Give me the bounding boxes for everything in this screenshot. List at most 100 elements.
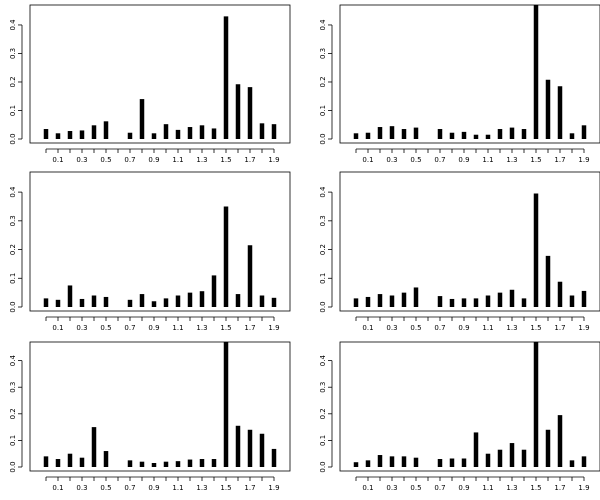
x-tick-label: 1.7 — [554, 324, 565, 332]
plot-frame — [339, 171, 600, 312]
y-tick-label: 0.1 — [319, 435, 327, 446]
x-tick-label: 1.3 — [506, 324, 517, 332]
plot-frame — [339, 341, 600, 472]
x-tick-label: 0.7 — [124, 156, 135, 164]
x-tick-label: 0.3 — [386, 156, 397, 164]
x-tick-label: 1.5 — [530, 156, 541, 164]
plot-frame — [29, 341, 291, 472]
x-tick-label: 1.1 — [482, 156, 493, 164]
x-tick-label: 0.7 — [124, 484, 135, 492]
x-tick-label: 0.9 — [148, 484, 159, 492]
plot-frame — [29, 171, 291, 312]
y-tick-label: 0.3 — [319, 382, 327, 393]
x-tick-label: 1.1 — [172, 484, 183, 492]
x-tick-label: 1.3 — [506, 156, 517, 164]
y-tick-label: 0.3 — [9, 215, 17, 226]
y-tick-label: 0.2 — [9, 76, 17, 87]
x-tick-label: 1.7 — [244, 156, 255, 164]
y-tick-label: 0.4 — [319, 19, 327, 31]
x-tick-label: 1.5 — [530, 484, 541, 492]
y-tick-label: 0.2 — [9, 408, 17, 419]
x-tick-label: 1.5 — [220, 156, 231, 164]
y-tick-label: 0.1 — [9, 105, 17, 116]
x-tick-label: 0.9 — [148, 324, 159, 332]
x-tick-label: 1.5 — [220, 324, 231, 332]
x-tick-label: 0.5 — [410, 324, 421, 332]
plot-frame — [339, 4, 600, 144]
x-tick-label: 0.3 — [76, 156, 87, 164]
x-tick-label: 0.1 — [362, 156, 373, 164]
x-tick-label: 0.3 — [386, 324, 397, 332]
y-tick-label: 0.1 — [319, 105, 327, 116]
x-tick-label: 0.5 — [410, 156, 421, 164]
y-tick-label: 0.3 — [9, 382, 17, 393]
x-tick-label: 1.7 — [554, 484, 565, 492]
x-tick-label: 1.3 — [196, 484, 207, 492]
x-tick-label: 0.9 — [148, 156, 159, 164]
x-tick-label: 1.5 — [530, 324, 541, 332]
y-tick-label: 0.1 — [9, 435, 17, 446]
x-tick-label: 1.5 — [220, 484, 231, 492]
x-tick-label: 0.7 — [434, 484, 445, 492]
x-tick-label: 0.1 — [362, 484, 373, 492]
x-tick-label: 0.9 — [458, 484, 469, 492]
y-tick-label: 0.2 — [319, 76, 327, 87]
y-tick-label: 0.0 — [9, 133, 17, 144]
x-tick-label: 0.1 — [52, 156, 63, 164]
y-tick-label: 0.3 — [319, 215, 327, 226]
x-tick-label: 0.3 — [386, 484, 397, 492]
x-tick-label: 0.3 — [76, 324, 87, 332]
x-tick-label: 0.3 — [76, 484, 87, 492]
y-tick-label: 0.3 — [9, 48, 17, 59]
y-tick-label: 0.4 — [9, 186, 17, 198]
y-tick-label: 0.2 — [9, 244, 17, 255]
x-tick-label: 1.9 — [268, 156, 279, 164]
x-tick-label: 0.1 — [52, 324, 63, 332]
x-tick-label: 0.7 — [124, 324, 135, 332]
y-tick-label: 0.0 — [319, 301, 327, 312]
y-tick-label: 0.3 — [319, 48, 327, 59]
x-tick-label: 1.9 — [578, 156, 589, 164]
x-tick-label: 1.3 — [506, 484, 517, 492]
y-tick-label: 0.2 — [319, 408, 327, 419]
y-tick-label: 0.0 — [9, 461, 17, 472]
x-tick-label: 1.1 — [172, 324, 183, 332]
x-tick-label: 1.7 — [244, 324, 255, 332]
x-tick-label: 0.5 — [410, 484, 421, 492]
y-tick-label: 0.0 — [9, 301, 17, 312]
x-tick-label: 1.7 — [244, 484, 255, 492]
y-tick-label: 0.1 — [9, 273, 17, 284]
y-tick-label: 0.4 — [9, 355, 17, 367]
x-tick-label: 1.3 — [196, 324, 207, 332]
x-tick-label: 0.5 — [100, 324, 111, 332]
y-tick-label: 0.4 — [319, 355, 327, 367]
x-tick-label: 1.9 — [268, 324, 279, 332]
y-tick-label: 0.4 — [319, 186, 327, 198]
plot-frame — [29, 4, 291, 144]
x-tick-label: 1.1 — [482, 484, 493, 492]
x-tick-label: 1.9 — [578, 324, 589, 332]
x-tick-label: 1.7 — [554, 156, 565, 164]
x-tick-label: 0.9 — [458, 324, 469, 332]
y-tick-label: 0.1 — [319, 273, 327, 284]
x-tick-label: 1.9 — [578, 484, 589, 492]
y-tick-label: 0.2 — [319, 244, 327, 255]
x-tick-label: 0.9 — [458, 156, 469, 164]
x-tick-label: 0.7 — [434, 324, 445, 332]
y-tick-label: 0.4 — [9, 19, 17, 31]
x-tick-label: 0.5 — [100, 156, 111, 164]
x-tick-label: 0.1 — [52, 484, 63, 492]
x-tick-label: 1.1 — [172, 156, 183, 164]
x-tick-label: 0.1 — [362, 324, 373, 332]
x-tick-label: 1.9 — [268, 484, 279, 492]
x-tick-label: 1.1 — [482, 324, 493, 332]
x-tick-label: 1.3 — [196, 156, 207, 164]
y-tick-label: 0.0 — [319, 133, 327, 144]
